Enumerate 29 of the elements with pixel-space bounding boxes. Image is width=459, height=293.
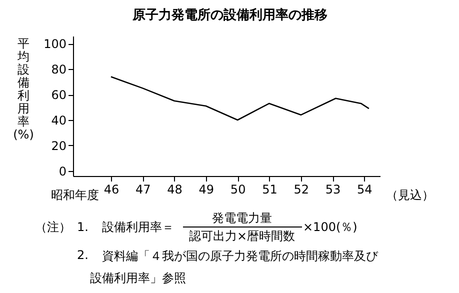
text: 設備利用率＝ — [102, 220, 174, 234]
x-tick-label: 52 — [294, 182, 310, 196]
x-tick-label: 50 — [230, 182, 246, 196]
x-tick-label: 51 — [262, 182, 278, 196]
x-tick-label: 46 — [104, 182, 120, 196]
y-tick-label: 20 — [51, 138, 66, 153]
y-tick-label: 100 — [44, 37, 66, 52]
x-axis-title: 昭和年度 — [51, 188, 99, 202]
text: （見込） — [386, 188, 434, 202]
text: ×100(％) — [303, 220, 358, 234]
text: 認可出力×暦時間数 — [188, 229, 296, 243]
y-tick-label: 0 — [58, 164, 66, 178]
text: 設備利用率」参照 — [90, 271, 186, 285]
text: 発電電力量 — [212, 211, 272, 225]
x-tick-label: 47 — [135, 182, 151, 196]
text: 2. — [77, 248, 88, 262]
y-tick-label: 60 — [51, 88, 66, 102]
x-tick-label: 53 — [325, 182, 341, 196]
x-tick-label: 49 — [198, 182, 214, 196]
y-tick-label: 40 — [51, 114, 66, 128]
y-tick-label: 80 — [51, 62, 66, 77]
text: 1. — [77, 220, 88, 234]
y-axis-title: 平均設備利用率(%) — [13, 36, 34, 142]
text: （注） — [35, 220, 71, 234]
line-series — [110, 76, 370, 121]
chart-title: 原子力発電所の設備利用率の推移 — [132, 7, 328, 23]
x-tick-label: 54 — [357, 182, 372, 196]
x-tick-label: 48 — [167, 182, 182, 196]
text: 資料編「４我が国の原子力発電所の時間稼動率及び — [102, 249, 379, 263]
